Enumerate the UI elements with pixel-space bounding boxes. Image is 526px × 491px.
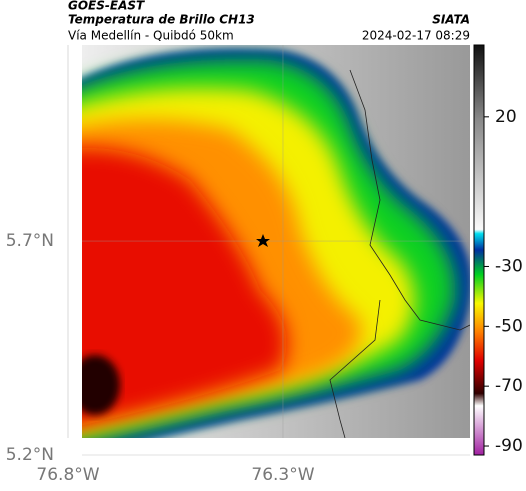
brand: SIATA	[432, 13, 470, 27]
colorbar-tick-label: -50	[495, 316, 523, 336]
colorbar-tick-label: -70	[495, 376, 523, 396]
colorbar	[473, 44, 485, 456]
y-tick-label: 5.7°N	[6, 231, 54, 251]
location-star	[256, 234, 270, 247]
satellite-image	[82, 45, 470, 438]
x-tick-label: 76.8°W	[36, 465, 99, 485]
y-tick-label: 5.2°N	[6, 445, 54, 465]
title: Temperatura de Brillo CH13	[68, 13, 255, 27]
colorbar-tick-label: -30	[495, 256, 523, 276]
x-tick-label: 76.3°W	[251, 465, 314, 485]
source: GOES-EAST	[68, 0, 145, 13]
timestamp: 2024-02-17 08:29	[362, 29, 470, 43]
colorbar-tick-label: -90	[495, 436, 523, 456]
header: GOES-EAST Temperatura de Brillo CH13 Vía…	[68, 0, 470, 43]
subtitle: Vía Medellín - Quibdó 50km	[68, 29, 234, 43]
colorbar-tick-label: 20	[495, 107, 517, 127]
axes: 76.8°W 76.3°W 5.2°N 5.7°N 20 -30 -50 -70 -90	[6, 45, 523, 485]
